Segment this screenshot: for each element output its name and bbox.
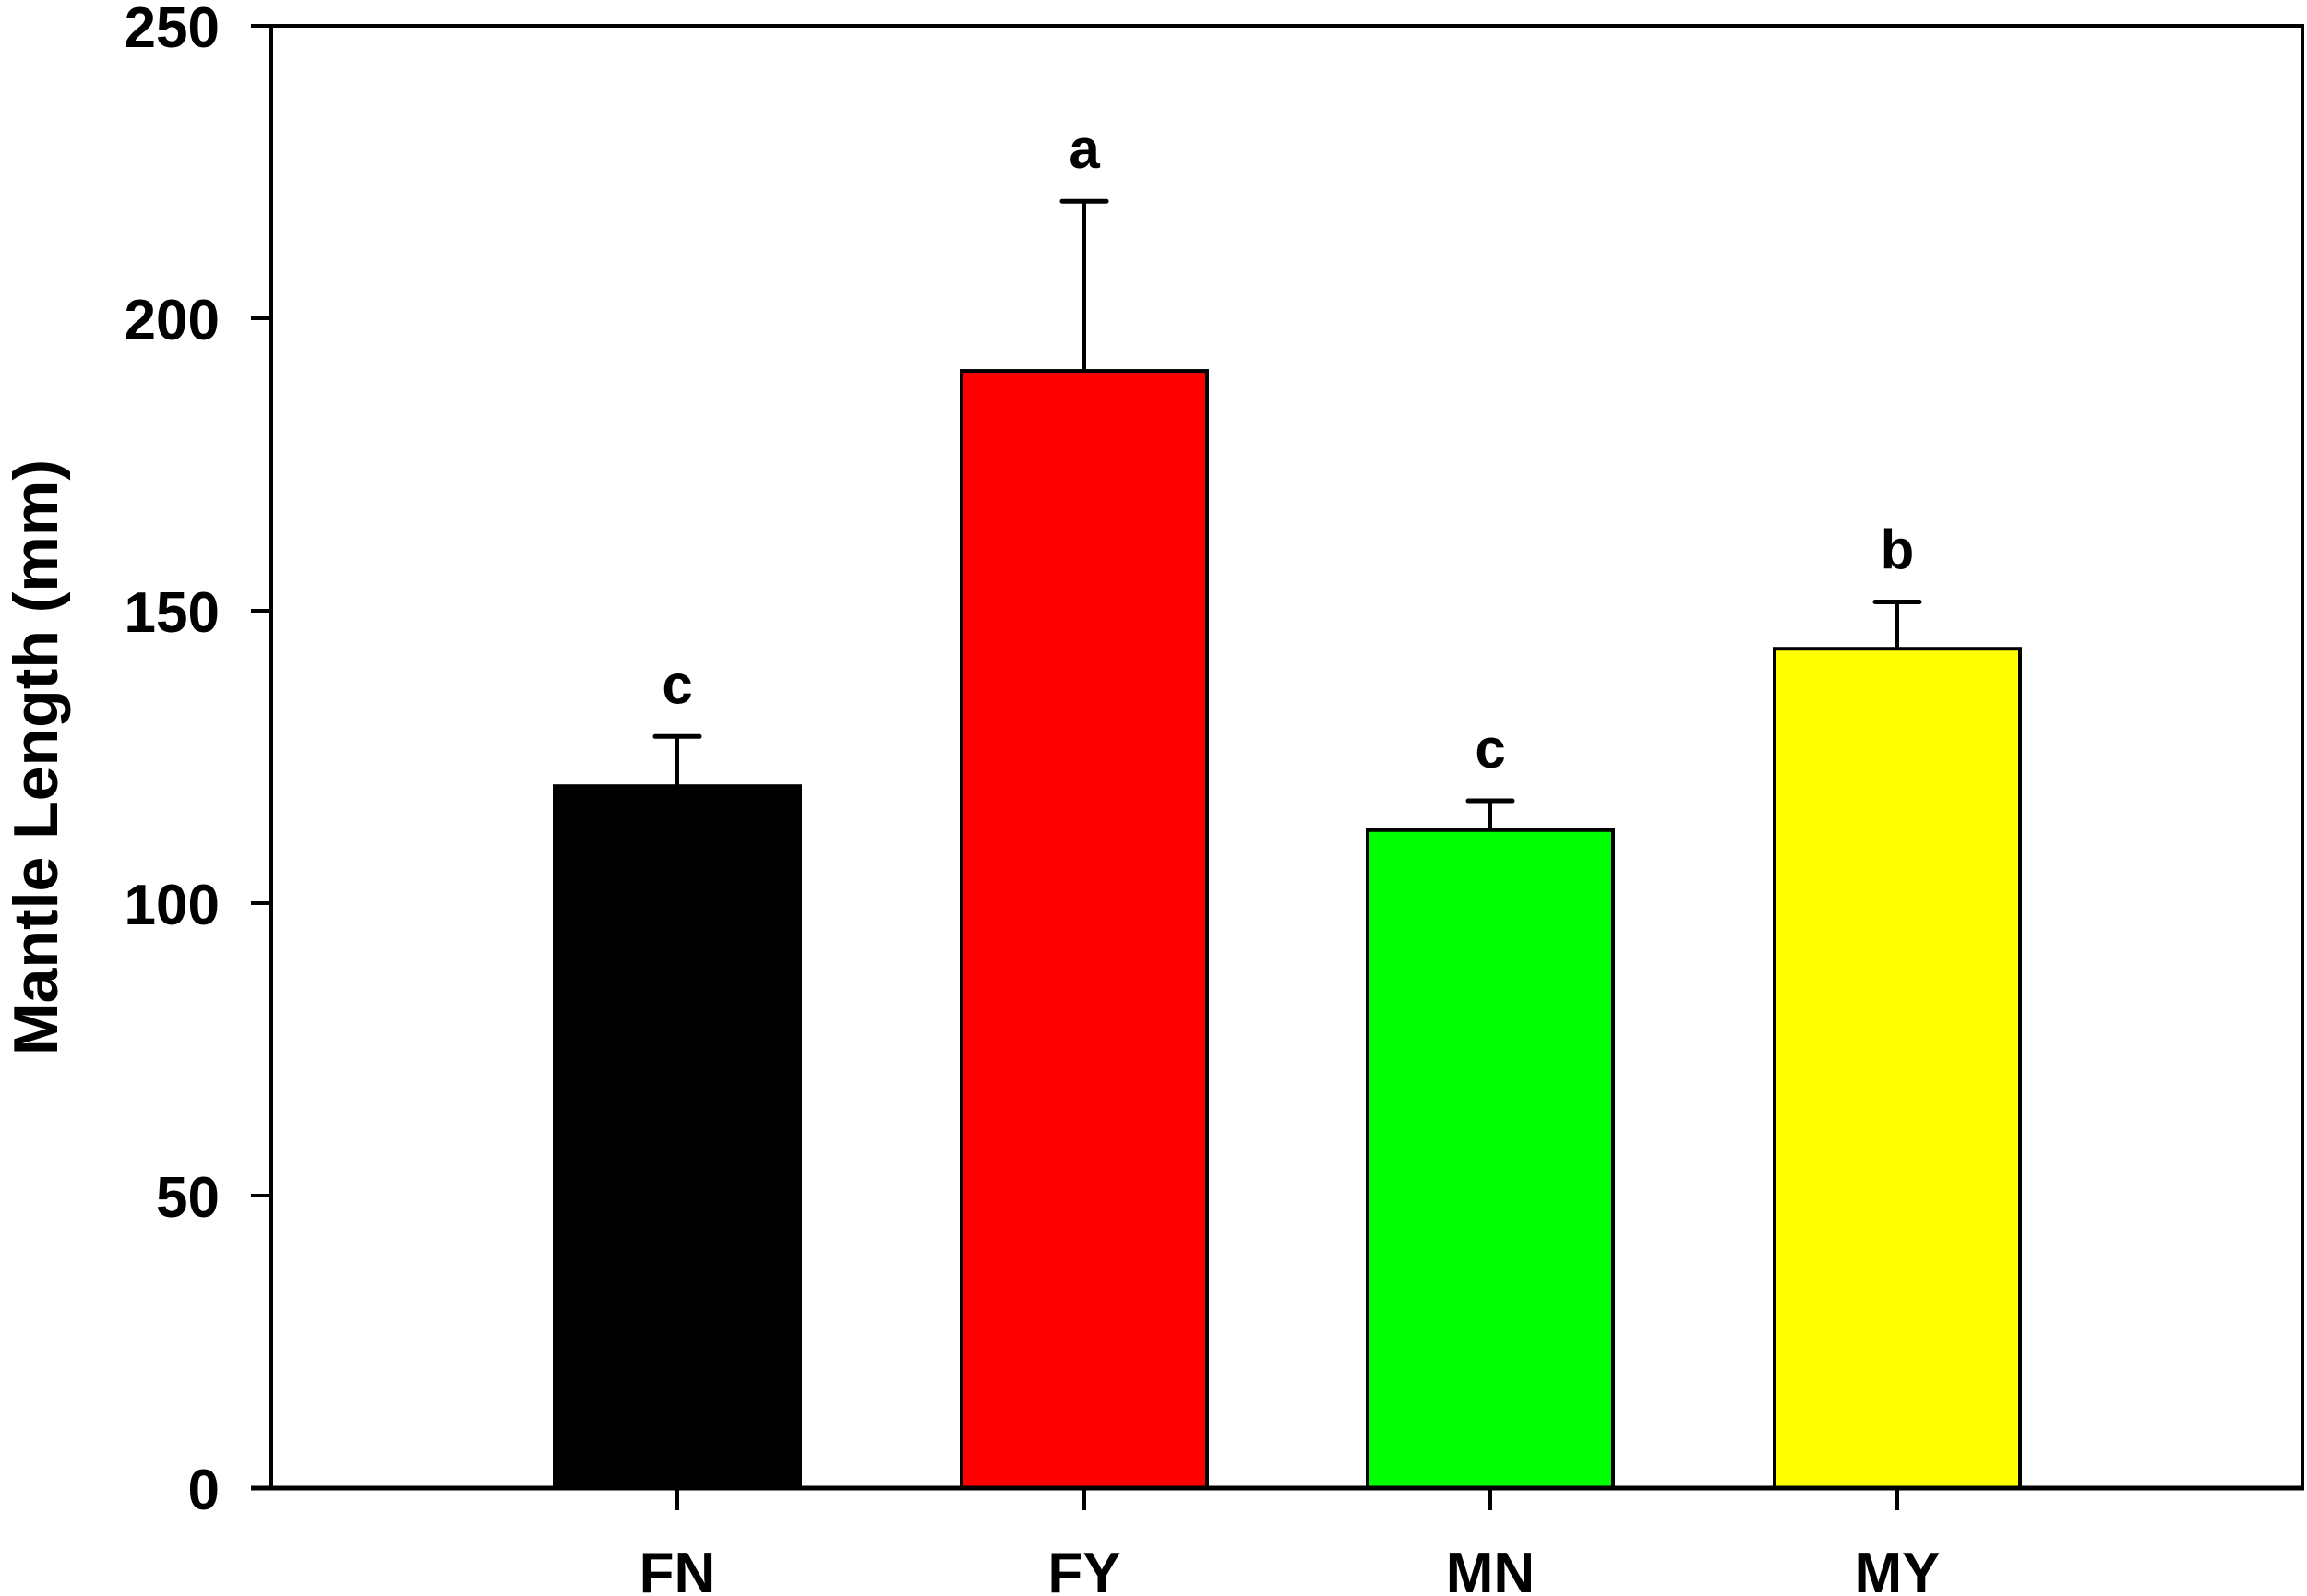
bar-fy <box>960 369 1209 1490</box>
y-axis-title: Mantle Length (mm) <box>1 459 71 1055</box>
y-tick-label: 0 <box>188 1459 220 1522</box>
bar-fn <box>553 784 802 1490</box>
bar-my <box>1773 647 2022 1490</box>
bar-mn <box>1366 828 1615 1490</box>
x-tick-label: MY <box>1855 1542 1941 1596</box>
significance-letter: c <box>1475 718 1505 780</box>
significance-letter: b <box>1881 518 1915 580</box>
x-tick-label: MN <box>1446 1542 1535 1596</box>
x-tick-label: FN <box>640 1542 716 1596</box>
y-tick-label: 250 <box>125 0 220 60</box>
x-tick-label: FY <box>1047 1542 1120 1596</box>
significance-letter: c <box>662 653 692 715</box>
y-tick-label: 200 <box>125 289 220 352</box>
y-tick-label: 150 <box>125 581 220 645</box>
significance-letter: a <box>1069 118 1100 180</box>
y-tick-label: 100 <box>125 874 220 937</box>
y-tick-label: 50 <box>156 1166 220 1230</box>
